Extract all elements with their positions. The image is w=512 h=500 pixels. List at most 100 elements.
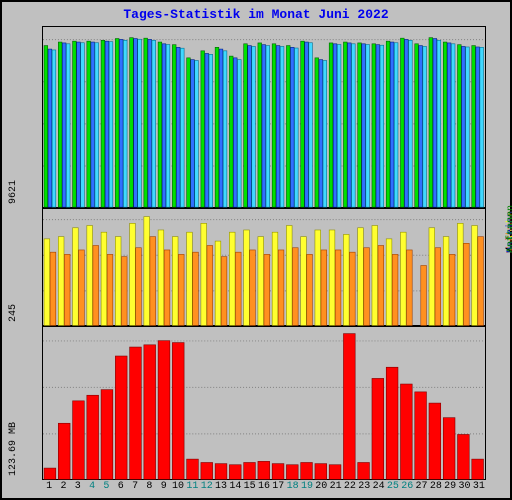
bar-Dateien [376,45,380,207]
chart-title: Tages-Statistik im Monat Juni 2022 [2,7,510,22]
bar-Dateien [362,44,366,207]
bar-Besuche [258,237,264,326]
bar-Anfragen [443,42,447,207]
bar-Anfragen [329,43,333,207]
bar-Anfragen [458,45,462,207]
bar-Dateien [476,47,480,207]
bar-Anfragen [229,56,233,207]
bar-Besuche [58,237,64,326]
x-tick-label: 21 [330,481,342,492]
bar-Anfragen [429,38,433,208]
bar-Rechner [264,254,270,325]
bar-Volumen [44,468,56,479]
bar-Volumen [58,423,70,479]
bar-Dateien [119,39,123,207]
bar-Rechner [307,254,313,325]
bar-Volumen [244,462,256,479]
bar-Dateien [348,43,352,207]
bar-Volumen [201,462,213,479]
bar-Besuche [229,232,235,325]
bar-Besuche [386,239,392,326]
bar-Besuche [144,217,150,326]
bar-Rechner [64,254,70,325]
bar-Dateien [462,46,466,207]
bar-Volumen [130,347,142,479]
bar-Volumen [358,462,370,479]
bar-Dateien [419,46,423,208]
bar-Besuche [87,226,93,326]
bar-Anfragen [272,44,276,207]
bar-Besuche [272,232,278,325]
bar-Besuche [286,226,292,326]
bar-Seiten [252,46,256,207]
bar-Volumen [415,392,427,479]
middle-y-label: 245 [8,212,19,322]
bar-Anfragen [58,42,62,207]
bar-Volumen [343,334,355,480]
bar-Dateien [105,41,109,207]
bar-Besuche [244,230,250,325]
bar-Volumen [301,462,313,479]
bar-Rechner [421,266,427,326]
bar-Anfragen [372,44,376,207]
bar-Seiten [209,54,213,207]
bar-Anfragen [258,43,262,207]
bar-Dateien [276,46,280,208]
x-tick-label: 30 [459,481,471,492]
bar-Dateien [433,39,437,208]
bar-Volumen [115,356,127,479]
x-tick-label: 26 [401,481,413,492]
bar-Dateien [319,60,323,208]
bar-Seiten [309,43,313,207]
bar-Rechner [407,250,413,325]
bar-Besuche [329,230,335,325]
x-tick-label: 8 [146,481,152,492]
x-tick-label: 27 [416,481,428,492]
bar-Seiten [280,46,284,207]
x-tick-label: 13 [215,481,227,492]
bar-Rechner [164,250,170,325]
bar-Seiten [109,42,113,207]
bar-Seiten [409,40,413,207]
bar-Rechner [178,254,184,325]
bar-Besuche [73,228,79,326]
bar-Rechner [235,252,241,325]
bar-Seiten [237,60,241,208]
x-tick-label: 29 [444,481,456,492]
bar-Rechner [292,248,298,326]
bar-Seiten [323,60,327,207]
bar-Seiten [423,46,427,207]
bar-Seiten [81,43,85,207]
bar-Dateien [405,39,409,207]
bar-Rechner [136,248,142,326]
bar-Volumen [101,390,113,480]
bar-Besuche [44,239,50,326]
right-legend: Volumen / Rechner / Besuche / Seiten / D… [490,26,506,480]
bar-Volumen [158,341,170,480]
bar-Anfragen [286,46,290,208]
bar-Dateien [305,42,309,207]
bar-Dateien [162,44,166,207]
bar-Seiten [437,40,441,207]
bar-Rechner [378,246,384,326]
bar-Besuche [443,237,449,326]
bar-Rechner [79,250,85,325]
bar-Besuche [187,232,193,325]
bar-Rechner [464,243,470,325]
x-tick-label: 4 [89,481,95,492]
bar-Anfragen [158,42,162,207]
bar-Besuche [457,223,463,325]
bar-Anfragen [87,41,91,207]
bar-Seiten [66,44,70,207]
plot-area [42,26,486,480]
x-tick-label: 12 [201,481,213,492]
bar-Besuche [215,241,221,325]
bar-Volumen [172,343,184,480]
bar-Anfragen [301,41,305,207]
bottom-y-label: 123.69 MB [8,330,19,476]
bar-Dateien [219,49,223,207]
bar-Volumen [386,367,398,479]
x-tick-label: 28 [430,481,442,492]
bar-Volumen [73,401,85,479]
bar-Besuche [301,237,307,326]
